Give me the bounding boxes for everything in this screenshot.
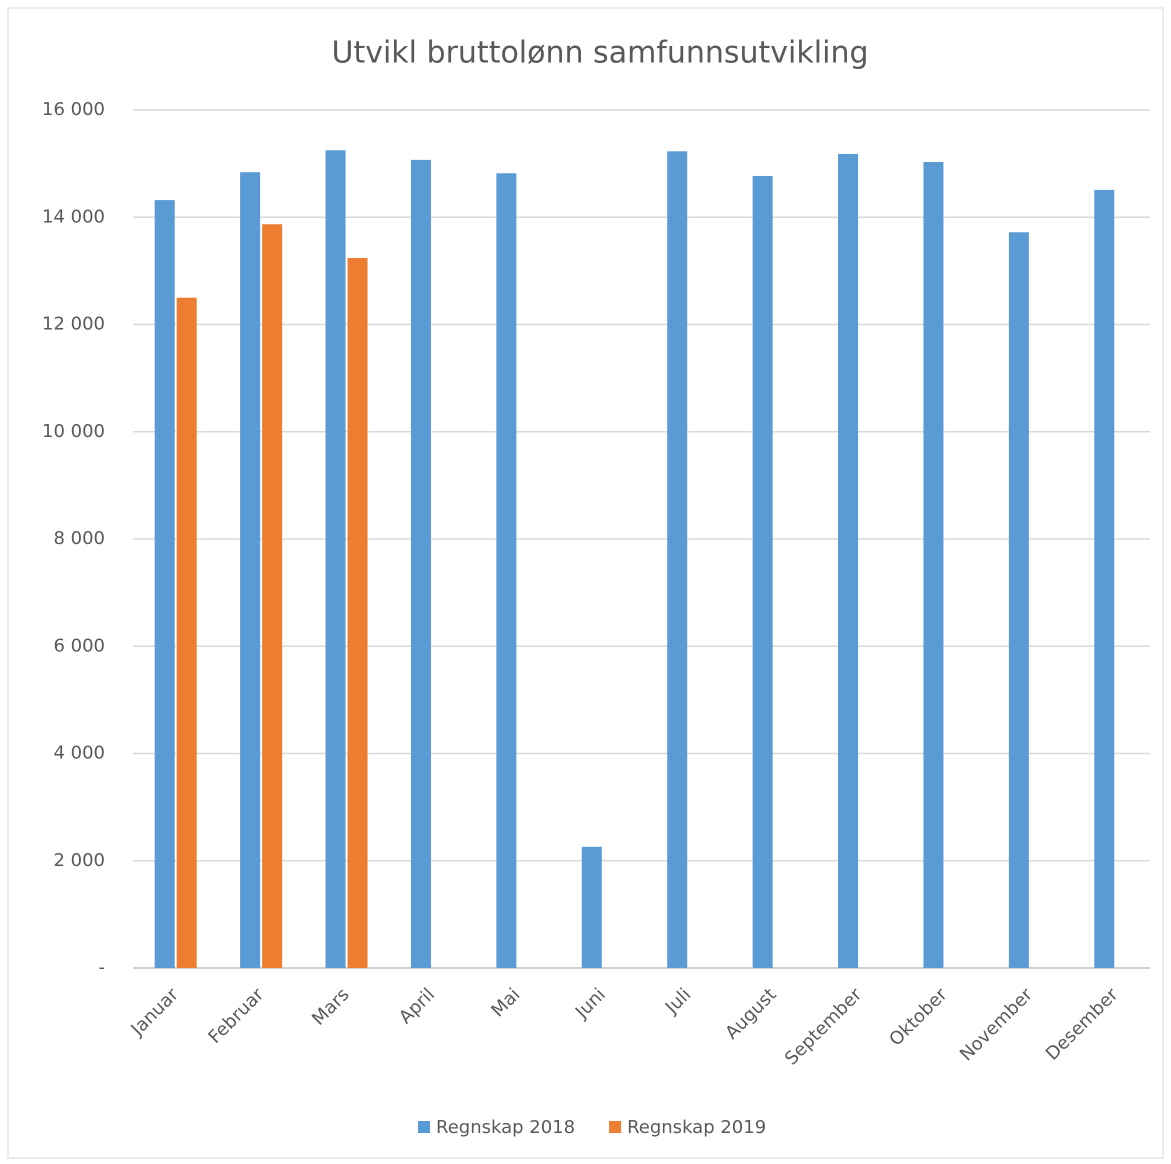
bar (410, 159, 431, 969)
chart-title: Utvikl bruttolønn samfunnsutvikling (331, 36, 868, 71)
legend-label: Regnskap 2019 (627, 1117, 766, 1138)
bar (176, 297, 197, 968)
bar (154, 200, 175, 969)
y-tick-label: 10 000 (42, 421, 105, 442)
bar (1008, 232, 1029, 968)
y-tick-label: 4 000 (53, 743, 105, 764)
y-tick-label: 16 000 (42, 99, 105, 120)
y-tick-label: - (99, 957, 106, 978)
bar (752, 175, 773, 969)
legend-swatch (418, 1121, 430, 1133)
bar (240, 172, 261, 968)
y-tick-label: 12 000 (42, 314, 105, 335)
y-tick-label: 14 000 (42, 206, 105, 227)
legend-swatch (609, 1121, 622, 1133)
bar (1094, 189, 1115, 968)
bar (325, 150, 346, 968)
bar (838, 153, 859, 968)
bar (496, 173, 517, 969)
bar (667, 151, 688, 968)
bar (262, 224, 283, 968)
bar (581, 846, 602, 968)
legend-label: Regnskap 2018 (436, 1117, 575, 1138)
bar (923, 162, 944, 969)
bar (347, 258, 368, 968)
y-tick-label: 6 000 (53, 635, 105, 656)
y-tick-label: 8 000 (53, 528, 105, 549)
y-tick-label: 2 000 (53, 850, 105, 871)
